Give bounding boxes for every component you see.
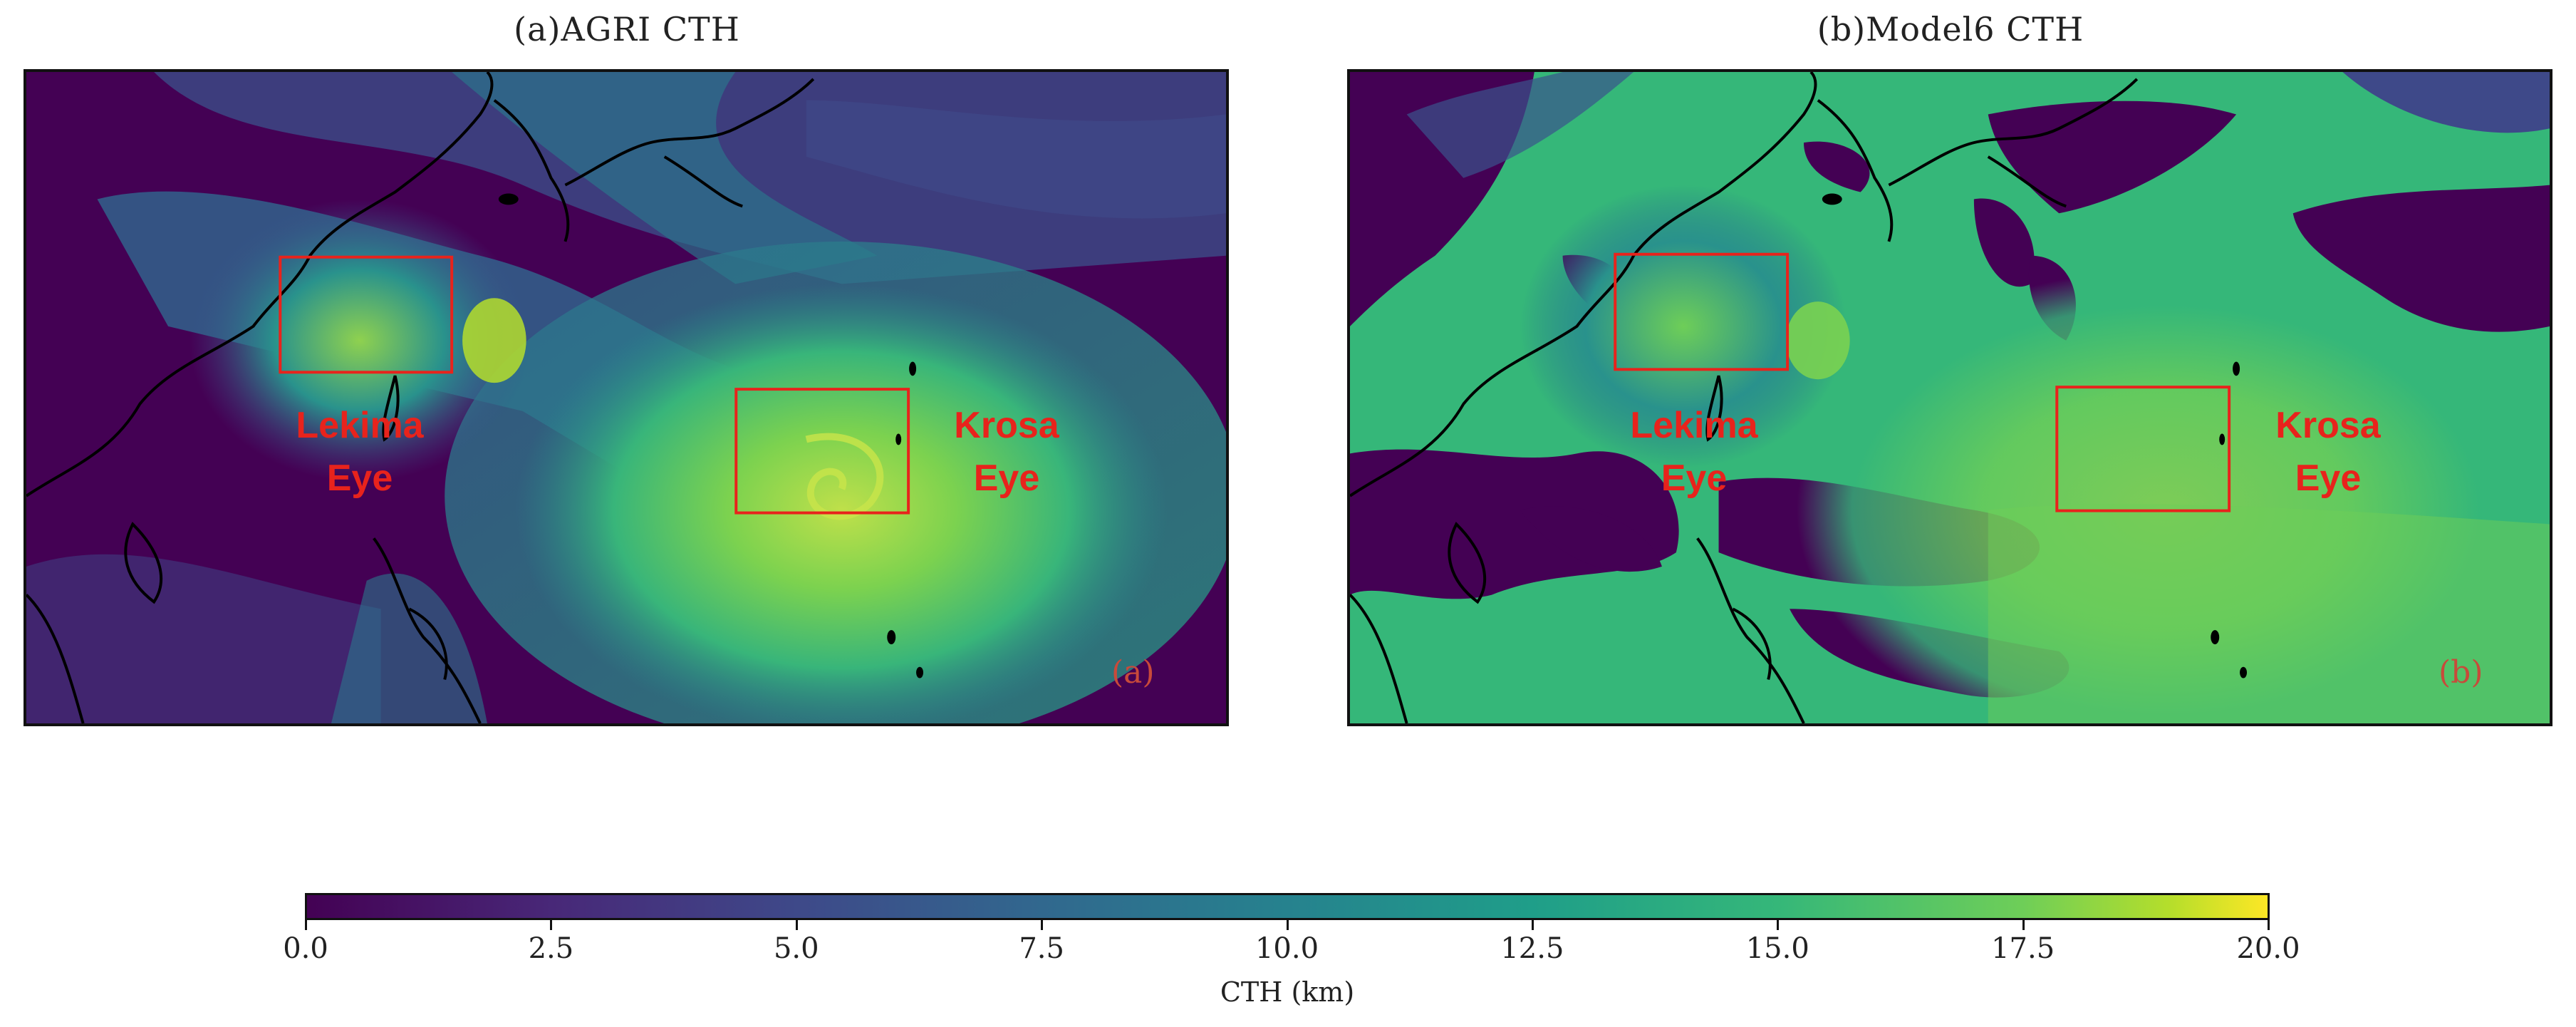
- panel-b-map: [1347, 69, 2552, 726]
- colorbar-tick-mark: [305, 920, 307, 930]
- krosa-eye-word: Eye: [973, 458, 1040, 499]
- colorbar-tick-label: 2.5: [528, 932, 574, 965]
- colorbar-tick-mark: [1041, 920, 1044, 930]
- colorbar-tick-label: 5.0: [773, 932, 819, 965]
- colorbar-tick-label: 20.0: [2236, 932, 2300, 965]
- colorbar: [305, 893, 2270, 920]
- colorbar-tick-label: 10.0: [1255, 932, 1319, 965]
- colorbar-tick-label: 0.0: [283, 932, 328, 965]
- colorbar-tick-mark: [550, 920, 553, 930]
- colorbar-tick-mark: [1777, 920, 1780, 930]
- krosa-name: Krosa: [2275, 405, 2381, 446]
- colorbar-tick-label: 15.0: [1745, 932, 1809, 965]
- colorbar-tick-mark: [795, 920, 798, 930]
- lekima-eye-word: Eye: [1661, 458, 1728, 499]
- colorbar-tick-mark: [1286, 920, 1289, 930]
- colorbar-tick-label: 12.5: [1500, 932, 1564, 965]
- panel-b-title: (b)Model6 CTH: [1817, 10, 2084, 48]
- colorbar-label: CTH (km): [1220, 976, 1355, 1008]
- panel-a-map: [24, 69, 1229, 726]
- colorbar-tick-mark: [1531, 920, 1534, 930]
- colorbar-tick-mark: [2022, 920, 2025, 930]
- panel-a-corner-label: (a): [1111, 654, 1155, 691]
- lekima-name: Lekima: [1630, 405, 1758, 446]
- krosa-name: Krosa: [954, 405, 1059, 446]
- lekima-eye-word: Eye: [326, 458, 393, 499]
- lekima-eye-label-a: Lekima Eye: [289, 399, 431, 505]
- lekima-name: Lekima: [296, 405, 424, 446]
- colorbar-tick-label: 7.5: [1019, 932, 1064, 965]
- colorbar-tick-mark: [2268, 920, 2270, 930]
- krosa-eye-label-a: Krosa Eye: [935, 399, 1078, 505]
- lekima-eye-label-b: Lekima Eye: [1623, 399, 1765, 505]
- colorbar-tick-label: 17.5: [1991, 932, 2055, 965]
- panel-b-corner-label: (b): [2439, 654, 2483, 691]
- krosa-eye-label-b: Krosa Eye: [2257, 399, 2399, 505]
- panel-a-title: (a)AGRI CTH: [514, 10, 740, 48]
- krosa-eye-word: Eye: [2295, 458, 2362, 499]
